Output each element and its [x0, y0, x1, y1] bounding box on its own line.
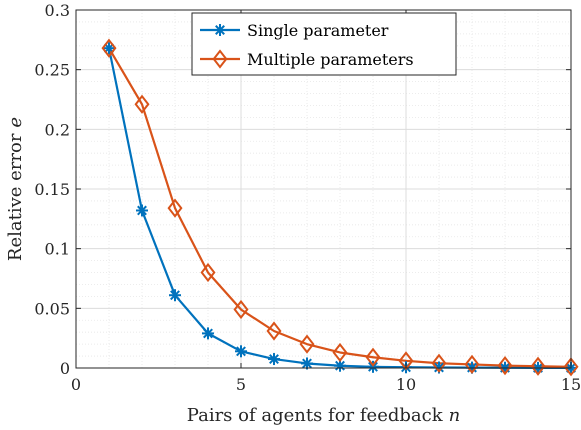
legend-label-multiple: Multiple parameters	[247, 50, 414, 69]
x-tick-label: 5	[236, 375, 246, 394]
y-axis-title: Relative error e	[5, 117, 26, 261]
legend-symbol	[212, 49, 228, 69]
x-axis-variable: n	[449, 405, 461, 426]
x-tick-label: 15	[561, 375, 581, 394]
data-point-multiple	[134, 94, 150, 114]
data-point-single	[301, 357, 313, 370]
data-point-multiple	[464, 354, 480, 375]
legend-marker-single	[200, 24, 240, 36]
y-tick-label: 0.1	[45, 240, 70, 259]
data-point-multiple	[101, 38, 117, 58]
y-tick-label: 0.05	[34, 299, 70, 318]
data-point-multiple	[497, 355, 513, 376]
ticks-layer: 0 5 10 15 0 0.05 0.1 0.15 0.2 0.25 0.3	[34, 1, 581, 394]
data-point-single	[169, 289, 181, 302]
x-axis-label: Pairs of agents for feedback	[187, 405, 444, 426]
x-tick-label: 10	[396, 375, 416, 394]
x-axis-title: Pairs of agents for feedback n	[187, 405, 460, 426]
y-tick-label: 0.3	[45, 1, 70, 20]
legend[interactable]: Single parameter Multiple parameters	[191, 12, 457, 76]
legend-label-single: Single parameter	[247, 21, 389, 40]
series-line-multiple	[108, 47, 572, 368]
data-point-multiple	[167, 198, 183, 218]
legend-marker-multiple	[200, 49, 240, 69]
data-point-single	[202, 327, 214, 340]
data-point-single	[136, 204, 148, 217]
data-point-multiple	[365, 347, 381, 367]
data-point-multiple	[530, 356, 546, 376]
data-point-multiple	[398, 351, 414, 371]
y-tick-label: 0.15	[34, 180, 70, 199]
data-point-single	[268, 353, 280, 366]
data-point-multiple	[332, 342, 348, 363]
legend-box	[191, 12, 457, 76]
data-point-single	[235, 345, 247, 358]
data-point-multiple	[299, 334, 315, 354]
x-tick-label: 0	[71, 375, 81, 394]
data-point-multiple	[266, 321, 282, 341]
data-point-multiple	[233, 299, 249, 320]
y-axis-label: Relative error	[5, 133, 26, 261]
y-tick-label: 0.2	[45, 120, 70, 139]
legend-symbol	[214, 24, 226, 36]
y-axis-variable: e	[5, 117, 26, 128]
data-point-multiple	[563, 357, 579, 377]
y-tick-label: 0.25	[34, 61, 70, 80]
data-point-multiple	[200, 262, 216, 283]
y-tick-label: 0	[60, 359, 70, 378]
data-point-multiple	[431, 353, 447, 373]
